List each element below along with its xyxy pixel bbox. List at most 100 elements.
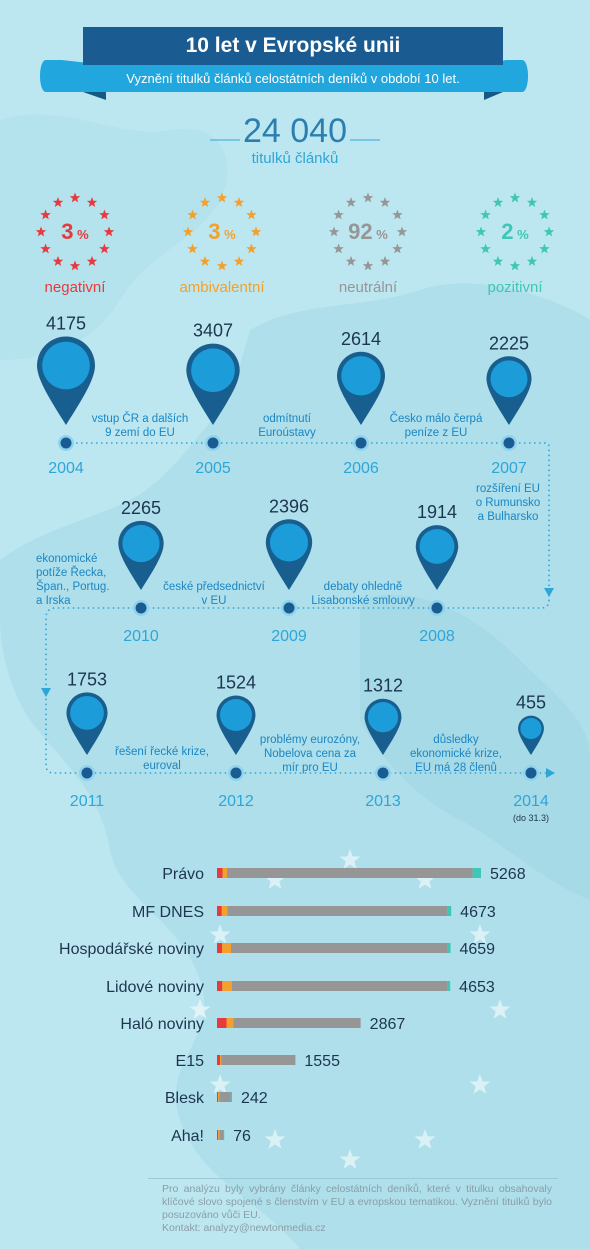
star-icon <box>526 197 538 207</box>
timeline-node-dot <box>355 437 367 449</box>
timeline-node-dot <box>377 767 389 779</box>
sentiment-percent-unit: % <box>73 227 89 242</box>
bar-category-label: Právo <box>162 866 204 883</box>
timeline-year-label: 2008 <box>419 628 455 645</box>
star-icon <box>99 243 110 254</box>
bar-category-label: Lidové noviny <box>106 979 204 996</box>
star-icon <box>182 226 194 237</box>
background-star <box>339 849 361 869</box>
page-subtitle: Vyznění titulků článků celostátních dení… <box>83 65 503 92</box>
timeline-year-label: 2004 <box>48 460 84 477</box>
star-icon <box>246 243 257 254</box>
timeline-event-label: odmítnutí Euroústavy <box>258 413 316 439</box>
pin-marker-fill <box>220 699 252 732</box>
bar-total-label: 4673 <box>460 904 496 921</box>
bar-segment-ambivalentní <box>218 1130 220 1140</box>
pin-marker-fill <box>42 341 90 390</box>
background-star <box>339 1149 361 1169</box>
star-icon <box>86 197 98 207</box>
bar-segment-neutrální <box>219 1092 231 1102</box>
timeline-year-label: 2010 <box>123 628 159 645</box>
star-icon <box>199 197 211 207</box>
bar-segment-ambivalentní <box>222 868 227 878</box>
background-star <box>414 869 436 889</box>
star-icon <box>362 192 374 203</box>
star-icon <box>233 197 245 207</box>
star-icon <box>35 226 47 237</box>
bar-segment-pozitivní <box>223 1130 225 1140</box>
bar-segment-pozitivní <box>447 906 452 916</box>
bar-category-label: MF DNES <box>132 904 204 921</box>
bar-total-label: 4653 <box>459 979 495 996</box>
page-title: 10 let v Evropské unii <box>83 27 503 65</box>
bar-segment-pozitivní <box>447 943 451 953</box>
timeline-event-label: debaty ohledně Lisabonské smlouvy <box>311 581 415 607</box>
methodology-note: Pro analýzu byly vybrány články celostát… <box>162 1183 552 1221</box>
star-icon <box>69 260 81 271</box>
star-icon <box>233 255 245 266</box>
timeline-node-dot <box>81 767 93 779</box>
star-icon <box>379 255 391 266</box>
timeline-node-dot <box>230 767 242 779</box>
star-icon <box>246 209 257 220</box>
star-icon <box>379 197 391 207</box>
bar-segment-negativní <box>217 1092 219 1102</box>
star-ring-icon <box>182 192 262 271</box>
timeline-year-label: 2009 <box>271 628 307 645</box>
timeline-event-label: rozšíření EU o Rumunsko a Bulharsko <box>475 483 541 523</box>
bar-segment-negativní <box>217 906 222 916</box>
timeline-arrow-icon <box>546 768 555 778</box>
pin-marker-fill <box>269 523 309 562</box>
bar-segment-neutrální <box>219 1130 223 1140</box>
star-icon <box>392 243 403 254</box>
star-icon <box>199 255 211 266</box>
background-star <box>414 1128 436 1149</box>
bar-segment-negativní <box>217 981 223 991</box>
sentiment-percent-value: 3 <box>61 219 74 244</box>
sentiment-percent-value: 92 <box>348 219 373 244</box>
bar-category-label: Hospodářské noviny <box>59 941 204 958</box>
footer-divider <box>148 1178 558 1179</box>
bar-segment-neutrální <box>231 981 448 991</box>
bar-total-label: 76 <box>233 1128 251 1145</box>
background-star <box>209 924 231 944</box>
timeline-node-dot <box>503 437 515 449</box>
bar-segment-ambivalentní <box>221 906 228 916</box>
background-star <box>264 869 286 889</box>
timeline-value-label: 4175 <box>46 314 86 334</box>
star-icon <box>99 209 110 220</box>
sentiment-percent: 2 % <box>475 217 555 250</box>
star-icon <box>475 226 487 237</box>
timeline-year-label: 2005 <box>195 460 231 477</box>
star-icon <box>40 209 51 220</box>
timeline-path <box>45 442 550 774</box>
bar-segment-neutrální <box>233 1018 361 1028</box>
background-star <box>469 1074 491 1094</box>
bar-segment-negativní <box>217 943 222 953</box>
timeline-value-label: 1914 <box>417 502 457 522</box>
bar-category-label: E15 <box>176 1053 205 1070</box>
sentiment-percent-unit: % <box>513 227 529 242</box>
timeline-year-label: 2012 <box>218 793 254 810</box>
timeline-value-label: 2614 <box>341 329 381 349</box>
timeline-year-label: 2007 <box>491 460 527 477</box>
timeline-value-label: 1753 <box>67 669 107 689</box>
total-count-label: titulků článků <box>251 150 339 167</box>
star-icon <box>333 243 344 254</box>
bar-total-label: 2867 <box>370 1016 406 1033</box>
pin-marker-fill <box>122 524 160 563</box>
contact-info: Kontakt: analyzy@newtonmedia.cz <box>162 1222 326 1234</box>
timeline-year-label: 2013 <box>365 793 401 810</box>
sentiment-percent-unit: % <box>372 227 388 242</box>
bar-segment-ambivalentní <box>226 1018 234 1028</box>
timeline-event-label: české předsednictví v EU <box>163 581 265 607</box>
background-star <box>469 924 491 944</box>
pin-marker-fill <box>520 717 542 740</box>
timeline-event-label: problémy eurozóny, Nobelova cena za mír … <box>259 734 361 774</box>
bar-total-label: 242 <box>241 1090 268 1107</box>
star-ring-icon <box>35 192 115 271</box>
timeline-value-label: 2265 <box>121 498 161 518</box>
background-star <box>209 1074 231 1094</box>
timeline-event-label: důsledky ekonomické krize, EU má 28 člen… <box>409 734 503 774</box>
